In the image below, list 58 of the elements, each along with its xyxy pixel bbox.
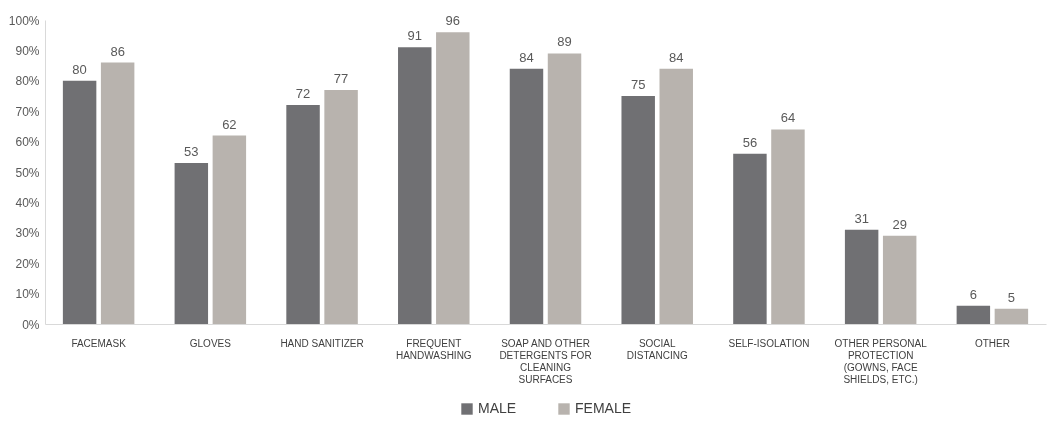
bar (733, 153, 767, 324)
x-tick-label: SOCIAL DISTANCING (626, 337, 688, 361)
x-tick-label: OTHER (974, 337, 1010, 349)
x-tick-label: OTHER PERSONAL PROTECTION (GOWNS, FACE SHIELDS, ETC.) (834, 337, 928, 385)
data-label: 29 (892, 216, 907, 232)
y-tick-label: 60% (15, 135, 40, 150)
bar (621, 96, 655, 324)
data-label: 5 (1007, 289, 1016, 305)
data-label: 6 (969, 286, 977, 302)
bar (174, 162, 209, 324)
y-tick-label: 10% (15, 287, 40, 302)
data-label: 77 (333, 70, 349, 86)
legend-label: MALE (478, 400, 517, 416)
legend-label: FEMALE (575, 400, 632, 416)
y-tick-label: 80% (15, 74, 40, 89)
bar (882, 235, 917, 324)
data-label: 84 (519, 49, 534, 65)
x-tick-label: SOAP AND OTHER DETERGENTS FOR CLEANING SURFACES (499, 337, 592, 385)
bar (509, 68, 544, 324)
bar (956, 305, 991, 324)
x-tick-label: GLOVES (189, 337, 232, 349)
y-tick-label: 20% (15, 256, 40, 271)
bar (844, 229, 879, 324)
data-label: 53 (184, 143, 199, 159)
y-tick-label: 100% (8, 13, 40, 28)
bar (100, 62, 135, 324)
data-label: 72 (295, 86, 311, 102)
data-label: 31 (854, 210, 869, 226)
data-label: 86 (110, 43, 125, 59)
data-label: 84 (669, 49, 684, 65)
data-label: 89 (557, 34, 572, 50)
bar (547, 53, 582, 324)
x-tick-label: SELF-ISOLATION (728, 337, 810, 349)
data-label: 91 (407, 28, 422, 44)
bar (212, 135, 247, 324)
bar (659, 68, 693, 324)
bar (436, 32, 470, 324)
data-label: 80 (72, 61, 87, 77)
data-label: 62 (222, 116, 237, 132)
bar (286, 105, 320, 324)
bar (324, 89, 358, 324)
bar (994, 308, 1029, 324)
y-tick-label: 90% (15, 43, 40, 58)
data-label: 64 (780, 110, 796, 126)
y-tick-label: 40% (15, 195, 40, 210)
y-tick-label: 0% (22, 317, 40, 332)
data-label: 56 (742, 134, 758, 150)
x-tick-label: FACEMASK (71, 337, 127, 349)
bar (62, 80, 97, 324)
x-tick-label: HAND SANITIZER (280, 337, 364, 349)
bar (771, 129, 805, 324)
y-tick-label: 30% (15, 226, 40, 241)
data-label: 75 (630, 77, 646, 92)
bar (398, 47, 432, 324)
y-tick-label: 50% (15, 165, 40, 180)
y-tick-label: 70% (15, 104, 40, 119)
data-label: 96 (445, 13, 461, 29)
x-tick-label: FREQUENT HANDWASHING (395, 337, 472, 361)
